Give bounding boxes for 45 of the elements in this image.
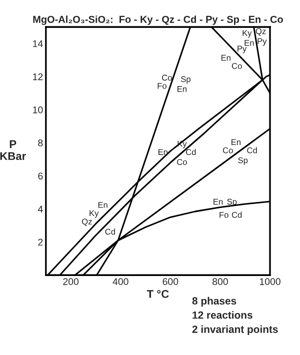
- annotation: Cd: [105, 228, 116, 235]
- x-tick-label: 400: [112, 278, 128, 286]
- x-tick-label: 800: [212, 278, 228, 286]
- annotation: Ky: [178, 140, 187, 148]
- annotation: Sp: [181, 76, 190, 84]
- annotation: Ky: [242, 30, 252, 38]
- annotation: En: [232, 139, 240, 146]
- x-tick-label: 600: [162, 278, 178, 286]
- annotation: Cd: [232, 212, 242, 218]
- annotation: Py: [258, 38, 267, 46]
- annotation: Co: [177, 159, 187, 165]
- annotation: Cd: [247, 147, 257, 154]
- y-axis-title: P KBar: [0, 140, 26, 160]
- x-axis-title: T °C: [146, 290, 169, 298]
- x-tick-label: 1000: [260, 278, 280, 286]
- y-tick-label: 2: [38, 238, 43, 246]
- annotation: Qz: [256, 28, 266, 36]
- y-tick-label: 8: [38, 140, 43, 146]
- y-tick-label: 12: [33, 73, 43, 80]
- chart-title: MgO-Al₂O₃-SiO₂: Fo - Ky - Qz - Cd - Py - Sp - En - Co: [33, 16, 283, 25]
- y-tick-label: 4: [38, 206, 43, 212]
- annotation: En: [98, 202, 108, 208]
- annotation: En: [214, 198, 223, 205]
- annotation: Fo: [158, 82, 166, 89]
- y-tick-label: 6: [38, 172, 43, 180]
- annotation: En: [221, 54, 230, 61]
- y-tick-label: 10: [33, 106, 43, 114]
- annotation: Sp: [227, 198, 237, 206]
- annotation: Co: [162, 74, 172, 81]
- annotation: Py: [238, 46, 247, 54]
- text: 8 phases: [192, 296, 236, 307]
- annotation: En: [158, 149, 168, 155]
- annotation: Co: [222, 147, 233, 154]
- annotation: Cd: [186, 148, 196, 156]
- text: 12 reactions: [192, 311, 252, 319]
- text: 2 invariant points: [192, 325, 278, 336]
- y-tick-label: 14: [33, 40, 43, 48]
- annotation: En: [244, 40, 254, 46]
- annotation: Fo: [220, 212, 228, 218]
- x-tick-label: 200: [63, 278, 79, 286]
- annotation: En: [178, 86, 186, 92]
- annotation: Co: [232, 63, 242, 69]
- annotation: Qz: [82, 218, 92, 226]
- annotation: Sp: [238, 157, 248, 165]
- annotation: Ky: [90, 210, 99, 218]
